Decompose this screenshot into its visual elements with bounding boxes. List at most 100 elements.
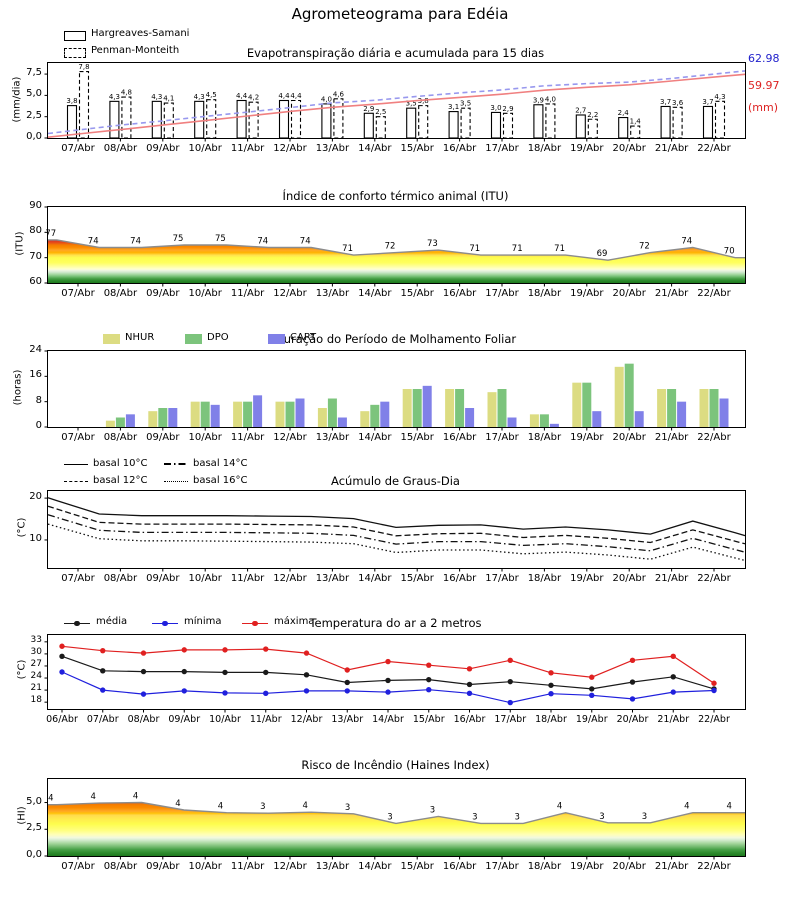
x-tick-label: 08/Abr xyxy=(127,714,160,725)
x-tick-label: 10/Abr xyxy=(209,714,241,725)
dpo-bar xyxy=(624,363,634,427)
x-tick-label: 13/Abr xyxy=(315,143,350,154)
máxima-marker xyxy=(426,662,432,668)
page-title: Agrometeograma para Edéia xyxy=(291,5,509,23)
média-marker xyxy=(629,679,636,685)
x-tick-label: 09/Abr xyxy=(146,288,180,299)
x-tick-label: 20/Abr xyxy=(616,714,649,725)
pm-bar xyxy=(714,100,726,139)
x-tick-label: 06/Abr xyxy=(46,714,78,725)
dpo-legend-label: DPO xyxy=(207,332,229,343)
temp-panel xyxy=(44,634,746,713)
x-tick-label: 12/Abr xyxy=(273,573,307,584)
x-tick-label: 20/Abr xyxy=(612,573,646,584)
y-tick-label: 0,0 xyxy=(26,849,42,860)
x-tick-label: 19/Abr xyxy=(575,714,608,725)
mínima-marker xyxy=(222,690,228,696)
cart-bar xyxy=(253,395,263,427)
nhur-bar xyxy=(614,366,624,427)
pm_acc-line xyxy=(47,70,746,135)
y-tick-label: 2,5 xyxy=(26,822,42,834)
haines-ylabel: (HI) xyxy=(16,806,28,825)
x-tick-label: 21/Abr xyxy=(654,432,689,443)
y-tick-label: 24 xyxy=(30,671,42,682)
cart-swatch xyxy=(268,334,285,344)
svg-text:4,0: 4,0 xyxy=(545,95,556,103)
x-tick-label: 14/Abr xyxy=(358,432,392,443)
hs-bar xyxy=(194,100,205,139)
evapo-title: Evapotranspiração diária e acumulada par… xyxy=(246,46,545,60)
y-tick-label: 24 xyxy=(29,344,42,355)
nhur-bar xyxy=(148,411,158,427)
x-tick-label: 22/Abr xyxy=(697,288,731,299)
nhur-bar xyxy=(402,389,412,427)
nhur-bar xyxy=(190,401,200,427)
x-tick-label: 13/Abr xyxy=(315,573,350,584)
x-tick-label: 13/Abr xyxy=(315,861,350,872)
x-tick-label: 20/Abr xyxy=(612,143,646,154)
svg-text:2,9: 2,9 xyxy=(363,105,374,113)
hs-bar xyxy=(278,99,290,139)
itu-title: Índice de conforto térmico animal (ITU) xyxy=(282,189,509,203)
nhur-bar xyxy=(317,408,327,427)
cart-bar xyxy=(380,401,390,427)
cart-bar xyxy=(422,385,432,427)
média-marker xyxy=(670,674,676,680)
x-tick-label: 12/Abr xyxy=(290,714,323,725)
x-tick-label: 07/Abr xyxy=(61,143,95,154)
x-tick-label: 09/Abr xyxy=(146,143,180,154)
dpo-bar xyxy=(158,408,168,427)
nhur-bar xyxy=(233,401,243,427)
pm-bar xyxy=(502,112,514,139)
x-tick-label: 16/Abr xyxy=(442,143,477,154)
pm-bar xyxy=(121,96,132,139)
x-tick-label: 09/Abr xyxy=(146,861,180,872)
itu-area xyxy=(48,239,745,283)
mínima-marker xyxy=(629,696,636,702)
hs-bar xyxy=(321,103,332,139)
hs-bar xyxy=(490,111,502,139)
x-tick-label: 20/Abr xyxy=(612,432,646,443)
x-tick-label: 22/Abr xyxy=(697,573,731,584)
svg-text:4,3: 4,3 xyxy=(194,93,205,101)
x-tick-label: 19/Abr xyxy=(570,861,604,872)
x-tick-label: 14/Abr xyxy=(358,143,392,154)
svg-text:3,5: 3,5 xyxy=(460,100,471,108)
cart-bar xyxy=(549,423,559,427)
svg-text:4: 4 xyxy=(302,801,307,811)
média-marker xyxy=(344,679,350,686)
x-tick-label: 15/Abr xyxy=(400,861,434,872)
nhur-bar xyxy=(105,420,115,427)
média-marker xyxy=(140,668,147,675)
x-tick-label: 09/Abr xyxy=(146,573,180,584)
media-line-sample xyxy=(64,620,90,627)
hs-bar xyxy=(702,105,714,139)
x-tick-label: 18/Abr xyxy=(527,432,562,443)
cart-legend-label: CART xyxy=(290,332,317,343)
x-tick-label: 10/Abr xyxy=(188,432,222,443)
svg-text:3: 3 xyxy=(514,812,519,822)
hs-bar xyxy=(66,105,78,139)
nhur-bar xyxy=(572,382,582,427)
svg-text:4,5: 4,5 xyxy=(206,91,217,99)
cart-bar xyxy=(677,401,687,427)
x-tick-label: 10/Abr xyxy=(188,288,222,299)
x-tick-label: 11/Abr xyxy=(230,143,265,154)
máxima-marker xyxy=(59,643,65,649)
máxima-marker xyxy=(507,657,513,664)
máxima-marker xyxy=(385,658,391,665)
x-tick-label: 12/Abr xyxy=(273,143,307,154)
svg-text:3: 3 xyxy=(430,805,435,815)
x-tick-label: 21/Abr xyxy=(654,288,689,299)
x-tick-label: 10/Abr xyxy=(188,573,222,584)
média-marker xyxy=(100,668,106,674)
maxima-legend-label: máxima xyxy=(274,616,315,627)
svg-text:4,3: 4,3 xyxy=(714,93,725,101)
y-tick-label: 10 xyxy=(29,532,42,544)
svg-text:74: 74 xyxy=(130,237,141,247)
svg-text:74: 74 xyxy=(300,237,311,247)
gdd-line xyxy=(47,514,746,553)
haines-panel: 4 4 4 4 4 3 4 3 3 3 3 3 4 3 3 4 4 xyxy=(44,778,746,860)
basal14-line-sample xyxy=(164,463,188,465)
x-tick-label: 15/Abr xyxy=(412,714,445,725)
